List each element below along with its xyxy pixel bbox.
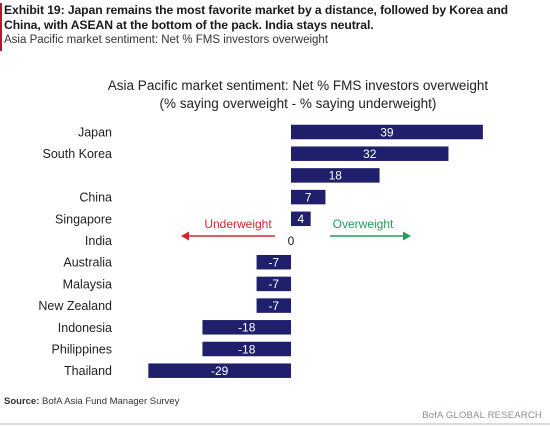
bar (291, 189, 326, 205)
header-accent-bar (0, 3, 2, 51)
category-label: Singapore (55, 212, 112, 226)
value-label: 39 (380, 125, 394, 139)
bar (256, 276, 291, 292)
category-label: Thailand (64, 364, 112, 378)
bar (202, 320, 291, 335)
bar (148, 363, 291, 378)
category-labels: Japan South Korea China Singapore India Austr… (38, 126, 112, 379)
chart-subtitle: (% saying overweight - % saying underwei… (160, 96, 437, 111)
value-label: -18 (238, 321, 256, 335)
underweight-label: Underweight (204, 217, 272, 231)
value-label: -7 (268, 277, 279, 291)
category-label: Philippines (52, 343, 112, 357)
category-label: Malaysia (63, 277, 112, 291)
bar (256, 254, 291, 270)
category-label: Indonesia (58, 321, 112, 335)
exhibit-title: Exhibit 19: Japan remains the most favor… (4, 3, 509, 32)
value-label: 4 (297, 212, 304, 226)
chart-title: Asia Pacific market sentiment: Net % FMS… (108, 78, 489, 93)
brand-mark: BofA GLOBAL RESEARCH (422, 410, 542, 421)
category-label: Australia (63, 256, 112, 270)
value-label: 7 (305, 190, 312, 204)
bar (202, 341, 291, 357)
value-label: -18 (238, 342, 256, 356)
category-label: South Korea (43, 147, 113, 161)
direction-annotations: Underweight Overweight (181, 217, 411, 241)
category-label: China (79, 191, 112, 205)
category-label: Japan (78, 126, 112, 140)
bar (291, 168, 380, 183)
category-label: India (85, 234, 112, 248)
bar (291, 146, 449, 161)
category-label: New Zealand (38, 299, 112, 313)
source-text: BofA Asia Fund Manager Survey (39, 396, 180, 407)
bar (291, 124, 483, 140)
underweight-arrowhead (181, 231, 189, 241)
source-label: Source: (4, 396, 40, 407)
value-label: -7 (268, 299, 279, 313)
bar-chart: Asia Pacific market sentiment: Net % FMS… (38, 78, 489, 379)
overweight-arrowhead (403, 231, 411, 241)
value-label: -7 (268, 256, 279, 270)
value-label: 18 (329, 169, 343, 183)
bar (291, 211, 311, 227)
value-label: 0 (288, 234, 295, 248)
exhibit-subtitle: Asia Pacific market sentiment: Net % FMS… (4, 34, 329, 46)
value-label: -29 (211, 364, 229, 378)
footer-divider (0, 423, 550, 425)
value-label: 32 (363, 147, 377, 161)
bar (256, 298, 291, 313)
source-note: Source: BofA Asia Fund Manager Survey (4, 396, 179, 407)
overweight-label: Overweight (333, 217, 394, 231)
